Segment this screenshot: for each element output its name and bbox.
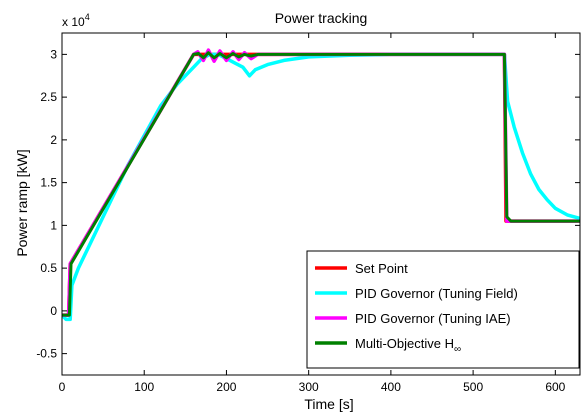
legend-label: Multi-Objective H∞ bbox=[355, 336, 461, 355]
x-tick-label: 300 bbox=[299, 380, 319, 394]
series-group bbox=[62, 48, 580, 322]
y-tick-label: 2 bbox=[50, 133, 57, 147]
y-axis-title: Power ramp [kW] bbox=[14, 149, 30, 256]
y-multiplier-base: x 10 bbox=[62, 15, 85, 29]
legend-box bbox=[306, 250, 580, 369]
series-line-4 bbox=[62, 51, 580, 317]
x-tick-label: 400 bbox=[381, 380, 401, 394]
y-multiplier-exponent: 4 bbox=[85, 12, 90, 22]
x-tick-label: 0 bbox=[59, 380, 66, 394]
y-tick-label: 3 bbox=[50, 47, 57, 61]
axes-box bbox=[61, 32, 581, 376]
x-tick-label: 100 bbox=[134, 380, 154, 394]
chart-title: Power tracking bbox=[275, 10, 368, 26]
x-axis-title: Time [s] bbox=[304, 396, 353, 412]
legend-label: PID Governor (Tuning Field) bbox=[355, 286, 518, 301]
y-tick-label: 0.5 bbox=[40, 261, 57, 275]
x-tick-label: 200 bbox=[216, 380, 236, 394]
y-tick-label: 1 bbox=[50, 218, 57, 232]
x-tick-label: 500 bbox=[463, 380, 483, 394]
y-axis-multiplier: x 104 bbox=[62, 12, 90, 29]
series-line-2 bbox=[62, 52, 580, 322]
legend-label: Set Point bbox=[355, 261, 408, 276]
legend: Set Point PID Governor (Tuning Field) PID … bbox=[306, 250, 580, 369]
y-tick-label: 2.5 bbox=[40, 90, 57, 104]
legend-label: PID Governor (Tuning IAE) bbox=[355, 311, 511, 326]
y-tick-label: 1.5 bbox=[40, 176, 57, 190]
x-tick-label: 600 bbox=[545, 380, 565, 394]
y-tick-label: -0.5 bbox=[36, 347, 57, 361]
y-tick-label: 0 bbox=[50, 304, 57, 318]
plot-area: 0 100 200 300 400 500 600 -0.5 0 0.5 1 1.5 2 2.5 3 bbox=[36, 32, 581, 394]
